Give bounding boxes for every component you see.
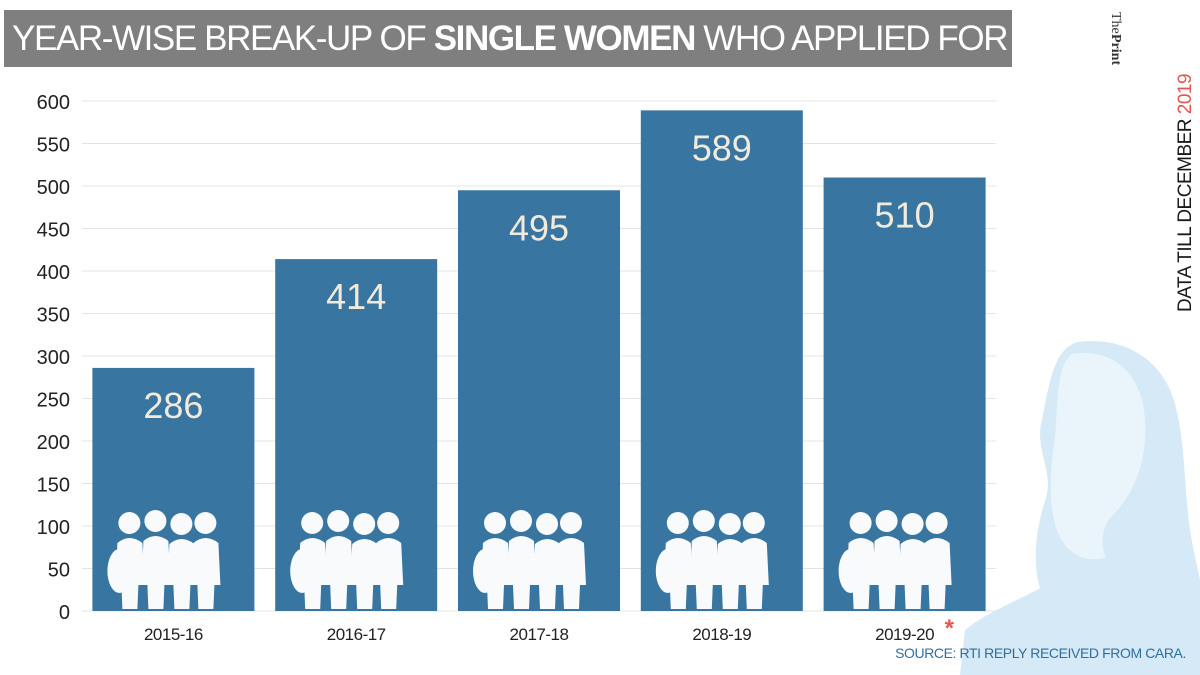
y-tick-label: 500 [37,177,70,199]
title-prefix: YEAR-WISE BREAK-UP OF [12,19,434,58]
y-tick-label: 200 [37,432,70,454]
y-tick-label: 50 [48,560,70,582]
logo-print: Print [1108,34,1123,65]
y-tick-label: 0 [59,602,70,624]
data-label: 495 [509,207,569,248]
y-tick-label: 450 [37,220,70,242]
data-label: 589 [692,127,752,168]
bars [92,110,986,611]
bar-chart: 0 50 100 150 200 250 300 350 400 450 500 550 600 286… [37,92,996,644]
children-silhouette-icon [473,510,586,609]
y-tick-label: 600 [37,92,70,114]
data-label: 414 [326,276,386,317]
chart-title: YEAR-WISE BREAK-UP OF SINGLE WOMEN WHO A… [4,10,1012,67]
bar-2018-19 [640,110,803,611]
children-silhouette-icon [107,510,221,609]
theprint-logo: The Print [1108,12,1123,65]
data-date-year: 2019 [1175,73,1196,115]
children-silhouette-icon [838,510,952,609]
data-label: 286 [143,385,203,426]
y-tick-label: 150 [37,475,70,497]
title-highlight: SINGLE WOMEN [433,19,697,58]
children-silhouette-icon [290,510,404,609]
y-tick-label: 350 [37,305,70,327]
footnote-asterisk: * [945,615,955,642]
y-tick-label: 250 [37,390,70,412]
title-suffix: WHO APPLIED FOR ADOPTION [703,19,1012,58]
bar-2017-18 [458,190,620,611]
x-tick-label: 2017-18 [510,625,569,644]
x-tick-label: 2019-20 [875,625,934,644]
data-date-note: DATA TILL DECEMBER 2019 [1172,12,1200,312]
data-date-text: DATA TILL DECEMBER [1175,114,1196,312]
x-tick-label: 2016-17 [327,625,386,644]
bar-2019-20 [823,177,986,611]
y-tick-label: 300 [37,347,70,369]
y-axis-ticks: 0 50 100 150 200 250 300 350 400 450 500 550 600 [37,92,70,624]
woman-silhouette-illustration [960,341,1200,675]
data-label: 510 [875,195,935,236]
data-labels: 286 414 495 589 510 [143,127,934,426]
source-note: SOURCE: RTI REPLY RECEIVED FROM CARA. [895,645,1186,661]
y-tick-label: 550 [37,135,70,157]
y-tick-label: 100 [37,517,70,539]
y-tick-label: 400 [37,262,70,284]
x-tick-label: 2015-16 [144,625,203,644]
logo-the: The [1108,12,1123,34]
x-tick-label: 2018-19 [692,625,751,644]
x-axis-labels: 2015-16 2016-17 2017-18 2018-19 2019-20 * [144,615,955,644]
children-silhouette-icon [655,510,769,609]
